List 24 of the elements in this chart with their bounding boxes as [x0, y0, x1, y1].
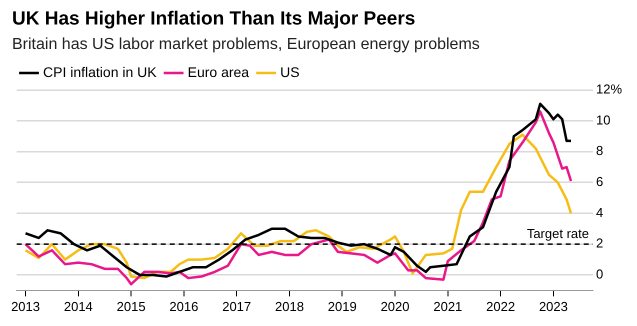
x-tick-label: 2019	[328, 298, 357, 314]
y-tick-label: 4	[596, 204, 604, 220]
y-tick-label: 8	[596, 143, 604, 158]
x-tick-label: 2015	[116, 298, 146, 314]
legend-label: Euro area	[188, 64, 250, 80]
x-tick-label: 2017	[222, 298, 252, 314]
y-tick-label: 6	[596, 174, 604, 190]
legend-label: CPI inflation in UK	[43, 64, 158, 80]
chart-subtitle: Britain has US labor market problems, European energy problems	[12, 36, 480, 53]
legend-label: US	[280, 64, 300, 80]
x-tick-label: 2018	[274, 298, 304, 314]
chart-title: UK Has Higher Inflation Than Its Major Peers	[12, 8, 416, 30]
y-tick-label: 2	[596, 236, 604, 251]
y-tick-label: 10	[596, 112, 610, 128]
x-tick-label: 2014	[64, 298, 93, 314]
x-tick-label: 2023	[538, 298, 568, 314]
x-tick-label: 2021	[433, 298, 462, 314]
ref-line-label: Target rate	[526, 226, 589, 242]
y-tick-label: 0	[596, 266, 604, 282]
x-tick-label: 2016	[169, 298, 198, 314]
x-tick-label: 2020	[380, 298, 410, 314]
x-tick-label: 2022	[486, 298, 516, 314]
x-tick-label: 2013	[11, 298, 40, 314]
y-tick-label: 12%	[596, 82, 622, 97]
